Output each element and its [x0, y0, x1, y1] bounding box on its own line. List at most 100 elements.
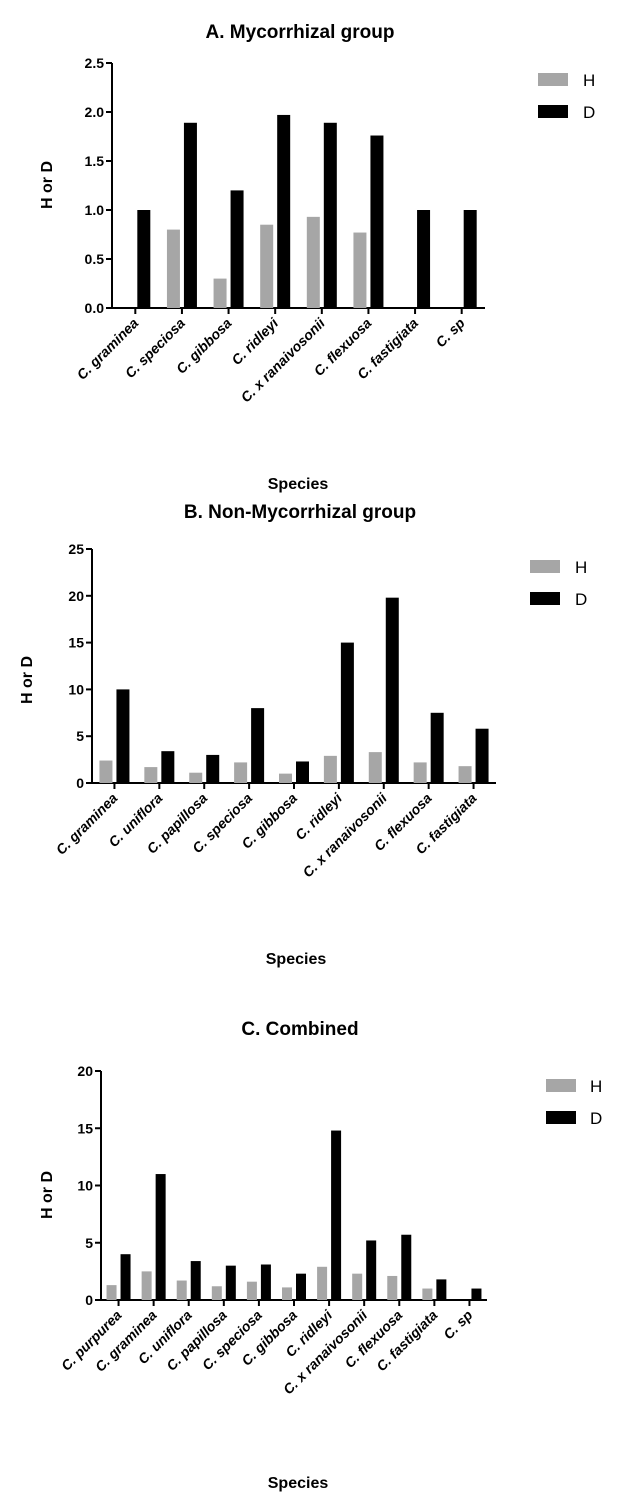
chart-a-ylabel: H or D	[39, 161, 56, 209]
x-category-label: C. graminea	[53, 790, 121, 858]
legend-h-swatch	[538, 73, 568, 86]
bar-h	[458, 766, 472, 783]
bar-d	[463, 210, 477, 308]
bar-d	[331, 1130, 342, 1300]
legend-d-label: D	[575, 590, 587, 609]
bar-d	[436, 1279, 447, 1300]
y-tick-label: 20	[77, 1063, 93, 1079]
bar-d	[155, 1174, 166, 1300]
legend-h-label: H	[590, 1077, 602, 1096]
bar-d	[225, 1265, 236, 1300]
y-tick-label: 0	[85, 1292, 93, 1308]
bar-d	[116, 689, 130, 783]
legend-h-swatch	[546, 1079, 576, 1092]
y-tick-label: 5	[85, 1235, 93, 1251]
chart-a-xlabel: Species	[268, 476, 329, 493]
bar-h	[211, 1286, 222, 1300]
bar-h	[260, 224, 274, 308]
chart-b-title: B. Non-Mycorrhizal group	[184, 502, 416, 523]
bar-h	[176, 1280, 187, 1300]
bar-d	[401, 1234, 412, 1300]
bar-h	[234, 762, 248, 783]
y-tick-label: 2.0	[85, 104, 105, 120]
chart-b-legend: H D	[530, 558, 587, 609]
bar-h	[422, 1288, 433, 1300]
bar-h	[387, 1275, 398, 1300]
bar-h	[213, 278, 227, 308]
y-tick-label: 1.5	[85, 153, 105, 169]
bar-d	[137, 210, 151, 308]
y-tick-label: 2.5	[85, 55, 105, 71]
bar-h	[141, 1271, 152, 1300]
bar-d	[120, 1254, 131, 1300]
bar-d	[206, 754, 220, 783]
bar-d	[296, 1273, 306, 1300]
bar-h	[353, 232, 367, 308]
y-tick-label: 15	[68, 635, 84, 651]
bar-d	[340, 642, 354, 783]
bar-d	[417, 210, 431, 308]
bar-d	[277, 114, 291, 308]
bar-d	[475, 728, 489, 783]
chart-b-xlabel: Species	[266, 951, 327, 968]
chart-c: C. Combined H or D Species H D 0 5 10 15 20 C…	[39, 1019, 602, 1492]
bar-d	[296, 761, 309, 783]
bar-d	[385, 597, 399, 783]
x-category-label: C. x ranaivosonii	[237, 314, 328, 405]
legend-d-swatch	[546, 1111, 576, 1124]
y-tick-label: 0	[76, 775, 84, 791]
chart-c-xlabel: Species	[268, 1475, 329, 1492]
y-tick-label: 10	[77, 1178, 93, 1194]
bar-h	[323, 755, 337, 783]
bar-h	[352, 1273, 363, 1300]
bar-d	[430, 712, 444, 783]
x-category-label: C. sp	[440, 1306, 476, 1342]
chart-c-title: C. Combined	[241, 1019, 358, 1040]
bar-d	[230, 190, 244, 308]
bar-h	[279, 773, 292, 783]
bar-h	[368, 752, 382, 783]
legend-d-swatch	[530, 592, 560, 605]
y-tick-label: 10	[68, 681, 84, 697]
x-category-label: C. sp	[432, 314, 468, 350]
bar-h	[306, 216, 320, 308]
bar-d	[370, 135, 384, 308]
bar-h	[246, 1281, 257, 1300]
y-tick-label: 0.5	[85, 251, 105, 267]
chart-a: A. Mycorrhizal group H or D Species H D …	[39, 22, 595, 493]
chart-b: B. Non-Mycorrhizal group H or D Species …	[19, 502, 587, 968]
bar-h	[282, 1287, 292, 1300]
chart-b-ylabel: H or D	[19, 656, 36, 704]
bar-d	[190, 1261, 201, 1300]
y-tick-label: 15	[77, 1120, 93, 1136]
legend-d-label: D	[583, 103, 595, 122]
chart-a-legend: H D	[538, 71, 595, 122]
chart-c-legend: H D	[546, 1077, 602, 1128]
legend-d-label: D	[590, 1109, 602, 1128]
y-tick-label: 5	[76, 728, 84, 744]
bar-d	[251, 708, 265, 783]
bar-h	[99, 760, 113, 783]
legend-h-label: H	[575, 558, 587, 577]
chart-a-title: A. Mycorrhizal group	[206, 22, 395, 43]
legend-d-swatch	[538, 105, 568, 118]
y-tick-label: 25	[68, 541, 84, 557]
bar-d	[471, 1288, 482, 1300]
bar-d	[183, 122, 197, 308]
bar-d	[366, 1240, 377, 1300]
y-tick-label: 0.0	[85, 300, 105, 316]
bar-h	[106, 1285, 117, 1300]
x-category-label: C. x ranaivosonii	[299, 789, 390, 880]
bar-h	[166, 229, 180, 308]
bar-h	[413, 762, 427, 783]
bar-h	[189, 772, 203, 783]
bar-d	[323, 122, 337, 308]
bar-d	[260, 1264, 271, 1300]
bar-h	[317, 1266, 328, 1300]
legend-h-label: H	[583, 71, 595, 90]
y-tick-label: 20	[68, 588, 84, 604]
legend-h-swatch	[530, 560, 560, 573]
